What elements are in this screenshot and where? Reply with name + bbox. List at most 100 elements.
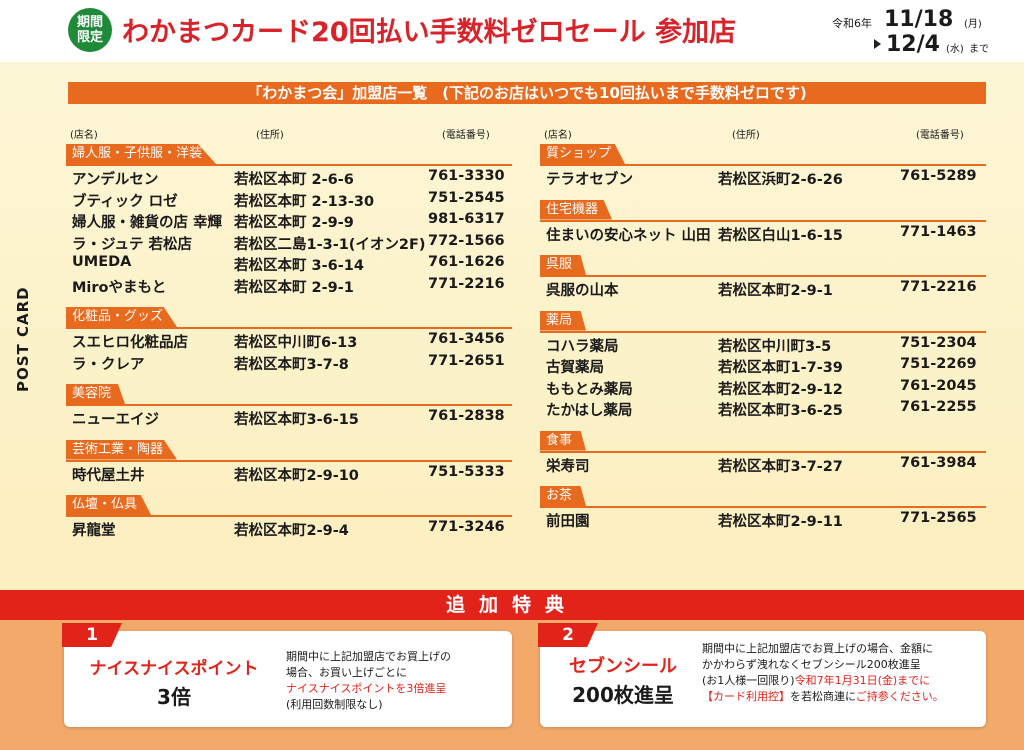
store-row: 栄寿司 若松区本町3-7-27 761-3984 [540,453,986,475]
category-label: 質ショップ [540,144,626,164]
category-header: 質ショップ [540,144,986,166]
shop-phone: 751-5333 [428,463,505,480]
shop-phone: 761-3984 [900,454,977,471]
shop-name: 婦人服・雑貨の店 幸輝 [72,215,223,231]
bonus-title: セブンシール 200枚進呈 [569,656,677,707]
header-shop-name: (店名) [544,130,572,141]
header: 期間限定 わかまつカード20回払い手数料ゼロセール 参加店 令和6年 11/18… [0,0,1024,62]
store-row: コハラ薬局 若松区中川町3-5 751-2304 [540,333,986,355]
shop-phone: 761-2838 [428,408,505,424]
start-weekday: (月) [964,19,982,30]
end-date: 12/4 [886,32,940,57]
store-row: たかはし薬局 若松区本町3-6-25 761-2255 [540,397,986,419]
shop-phone: 761-2255 [900,399,977,415]
column-headers: (店名) (住所) (電話番号) [540,124,986,142]
bonus-section-title: 追加特典 [0,590,1024,620]
category-header: 住宅機器 [540,199,986,222]
bonus-description: 期間中に上記加盟店でお買上げの 場合、お買い上げごとに ナイスナイスポイントを3… [286,650,451,711]
store-row: 婦人服・雑貨の店 幸輝 若松区本町 2-9-9 981-6317 [66,209,512,231]
store-row: 時代屋土井 若松区本町2-9-10 751-5333 [66,462,512,484]
shop-phone: 981-6317 [428,211,505,227]
shop-phone: 751-2545 [428,189,505,206]
shop-address: 若松区本町1-7-39 [718,360,843,376]
store-row: ニューエイジ 若松区本町3-6-15 761-2838 [66,406,512,428]
store-row: ラ・ジュテ 若松店 若松区二島1-3-1(イオン2F) 772-1566 [66,231,512,253]
header-phone: (電話番号) [916,130,964,141]
end-weekday: (水) [946,44,964,55]
shop-phone: 771-2651 [428,352,505,369]
shop-address: 若松区本町 2-9-1 [234,279,354,296]
shop-phone: 761-3330 [428,168,505,184]
header-address: (住所) [732,130,760,141]
shop-address: 若松区本町 2-13-30 [234,193,375,210]
category-label: 芸術工業・陶器 [66,439,178,460]
store-row: アンデルセン 若松区本町 2-6-6 761-3330 [66,166,512,188]
category-label: 仏壇・仏具 [66,495,152,515]
sale-period: 令和6年 11/18 (月) 12/4 (水) まで [832,5,1022,57]
shop-name: UMEDA [72,254,132,270]
shop-address: 若松区本町2-9-11 [718,514,843,530]
shop-phone: 771-3246 [428,519,505,535]
postcard-side-label: POST CARD [14,286,32,392]
bonus-title: ナイスナイスポイント 3倍 [89,659,259,709]
category-label: 薬局 [540,310,587,331]
bonus-description: 期間中に上記加盟店でお買上げの場合、金額に かかわらず洩れなくセブンシール200… [702,642,944,703]
shop-phone: 771-2216 [428,275,505,292]
shop-name: 時代屋土井 [72,467,145,484]
category-label: 呉服 [540,255,587,275]
shop-phone: 761-1626 [428,254,505,270]
shop-address: 若松区本町2-9-4 [234,523,349,539]
shop-address: 若松区本町3-7-8 [234,356,349,373]
shop-address: 若松区本町3-6-25 [718,403,843,419]
shop-name: コハラ薬局 [546,338,619,355]
category-label: お茶 [540,486,587,506]
category-header: 化粧品・グッズ [66,307,512,329]
shop-address: 若松区白山1-6-15 [718,227,843,244]
column-headers: (店名) (住所) (電話番号) [66,124,512,142]
bonus-card-points: 1 ナイスナイスポイント 3倍 期間中に上記加盟店でお買上げの 場合、お買い上げ… [62,623,512,727]
limited-period-badge: 期間限定 [68,8,112,52]
shop-address: 若松区本町 2-6-6 [234,172,354,188]
era-label: 令和6年 [832,17,872,30]
until-label: まで [969,44,989,55]
shop-name: 古賀薬局 [546,360,604,376]
shop-phone: 761-2045 [900,377,977,394]
category-header: 食事 [540,430,986,453]
shop-name: アンデルセン [72,172,159,188]
shop-phone: 771-1463 [900,223,977,240]
start-date: 11/18 [884,7,954,32]
store-row: ももとみ薬局 若松区本町2-9-12 761-2045 [540,376,986,398]
category-label: 住宅機器 [540,199,613,220]
shop-name: ももとみ薬局 [546,381,633,398]
category-label: 化粧品・グッズ [66,307,178,327]
shop-name: ニューエイジ [72,412,159,428]
shop-name: 住まいの安心ネット 山田 [546,227,711,244]
shop-address: 若松区本町3-7-27 [718,458,843,475]
shop-name: ラ・ジュテ 若松店 [72,236,193,253]
category-label: 食事 [540,430,587,451]
shop-address: 若松区本町2-9-1 [718,283,833,299]
shop-name: 呉服の山本 [546,283,619,299]
store-column-right: (店名) (住所) (電話番号) 質ショップ テラオセブン 若松区浜町2-6-26 7… [540,124,986,530]
shop-phone: 751-2269 [900,356,977,372]
shop-address: 若松区本町2-9-10 [234,467,359,484]
shop-address: 若松区二島1-3-1(イオン2F) [234,236,426,253]
shop-name: 昇龍堂 [72,523,116,539]
category-header: 薬局 [540,310,986,333]
shop-address: 若松区本町 3-6-14 [234,258,364,274]
category-header: 婦人服・子供服・洋装 [66,144,512,166]
store-row: スエヒロ化粧品店 若松区中川町6-13 761-3456 [66,329,512,351]
category-header: 美容院 [66,384,512,406]
page-title: わかまつカード20回払い手数料ゼロセール 参加店 [122,17,736,48]
shop-phone: 771-2565 [900,510,977,526]
store-row: ラ・クレア 若松区本町3-7-8 771-2651 [66,351,512,373]
arrow-right-icon [874,39,881,49]
bonus-number: 2 [538,623,598,647]
store-row: 古賀薬局 若松区本町1-7-39 751-2269 [540,354,986,376]
shop-name: ラ・クレア [72,356,145,373]
bonus-card-seals: 2 セブンシール 200枚進呈 期間中に上記加盟店でお買上げの場合、金額に かか… [538,623,986,727]
store-row: Miroやまもと 若松区本町 2-9-1 771-2216 [66,274,512,296]
shop-name: テラオセブン [546,172,633,188]
store-row: 住まいの安心ネット 山田 若松区白山1-6-15 771-1463 [540,222,986,244]
shop-phone: 772-1566 [428,232,505,249]
